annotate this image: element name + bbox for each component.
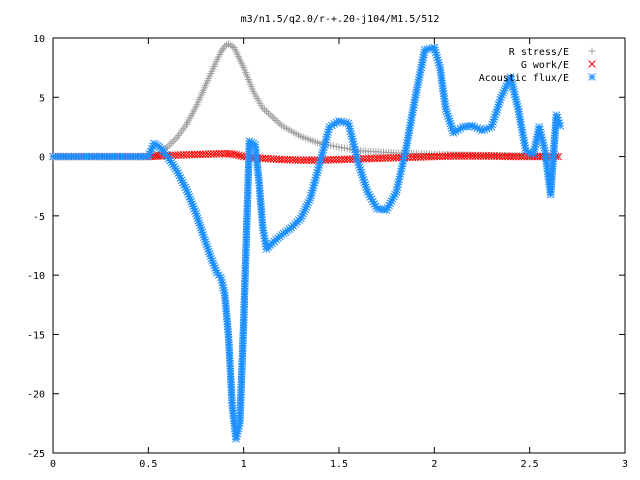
legend-marker <box>588 60 596 68</box>
data-point <box>465 152 474 160</box>
data-point <box>276 120 284 128</box>
data-point <box>169 137 177 145</box>
x-tick-label: 1 <box>241 459 247 470</box>
y-tick-label: -5 <box>33 212 45 223</box>
data-point <box>468 152 477 160</box>
x-tick-label: 1.5 <box>330 459 348 470</box>
data-point <box>167 139 175 147</box>
series-0 <box>49 40 562 161</box>
y-tick-label: 5 <box>39 93 45 104</box>
y-tick-label: -20 <box>27 390 45 401</box>
data-point <box>274 118 282 126</box>
data-point <box>270 115 278 123</box>
series-layer <box>49 40 565 443</box>
x-tick-label: 0 <box>50 459 56 470</box>
data-point <box>388 194 397 203</box>
data-point <box>482 152 490 160</box>
data-point <box>512 152 520 161</box>
data-point <box>476 152 485 160</box>
y-tick-label: -15 <box>27 330 45 341</box>
data-point <box>556 121 565 130</box>
data-point <box>509 152 518 161</box>
legend: R stress/E G work/E Acoustic flux/E <box>479 47 596 84</box>
data-point <box>272 116 280 124</box>
data-point <box>506 152 515 161</box>
legend-marker <box>588 73 596 81</box>
data-point <box>449 152 458 160</box>
data-point <box>261 106 269 114</box>
data-point <box>517 152 526 161</box>
y-tick-label: 0 <box>39 153 45 164</box>
data-point <box>479 152 488 160</box>
legend-label: Acoustic flux/E <box>479 73 569 84</box>
legend-marker <box>588 47 596 55</box>
y-tick-label: -10 <box>27 271 45 282</box>
series-2 <box>49 43 565 443</box>
chart-title: m3/n1.5/q2.0/r-+.20-j104/M1.5/512 <box>241 14 440 25</box>
y-tick-label: -25 <box>27 449 45 460</box>
x-tick-label: 0.5 <box>139 459 157 470</box>
data-point <box>268 113 276 121</box>
data-point <box>307 156 316 164</box>
legend-label: R stress/E <box>509 47 569 58</box>
axis-ticks: 0 0.5 1 1.5 2 2.5 3 10 5 0 -5 -10 -15 -20 -25 <box>27 34 628 470</box>
plot-frame <box>52 37 626 454</box>
data-point <box>165 141 173 149</box>
data-point <box>460 152 469 160</box>
data-point <box>264 109 272 117</box>
data-point <box>452 152 460 160</box>
data-point <box>371 202 380 211</box>
x-tick-label: 3 <box>622 459 628 470</box>
data-point <box>263 108 271 116</box>
data-point <box>176 174 185 182</box>
data-point <box>297 156 305 164</box>
data-point <box>457 152 466 160</box>
data-point <box>230 150 238 159</box>
data-point <box>474 152 482 160</box>
data-point <box>302 156 311 164</box>
data-point <box>454 152 463 160</box>
legend-label: G work/E <box>521 60 569 71</box>
data-point <box>266 111 274 119</box>
data-point <box>463 152 471 160</box>
data-point <box>299 156 308 164</box>
data-point <box>171 135 179 143</box>
data-point <box>232 150 241 159</box>
data-point <box>514 152 523 161</box>
data-point <box>305 156 313 164</box>
x-tick-label: 2 <box>431 459 437 470</box>
data-point <box>471 152 480 160</box>
x-tick-label: 2.5 <box>521 459 539 470</box>
data-point <box>235 151 243 160</box>
y-tick-label: 10 <box>33 34 45 45</box>
